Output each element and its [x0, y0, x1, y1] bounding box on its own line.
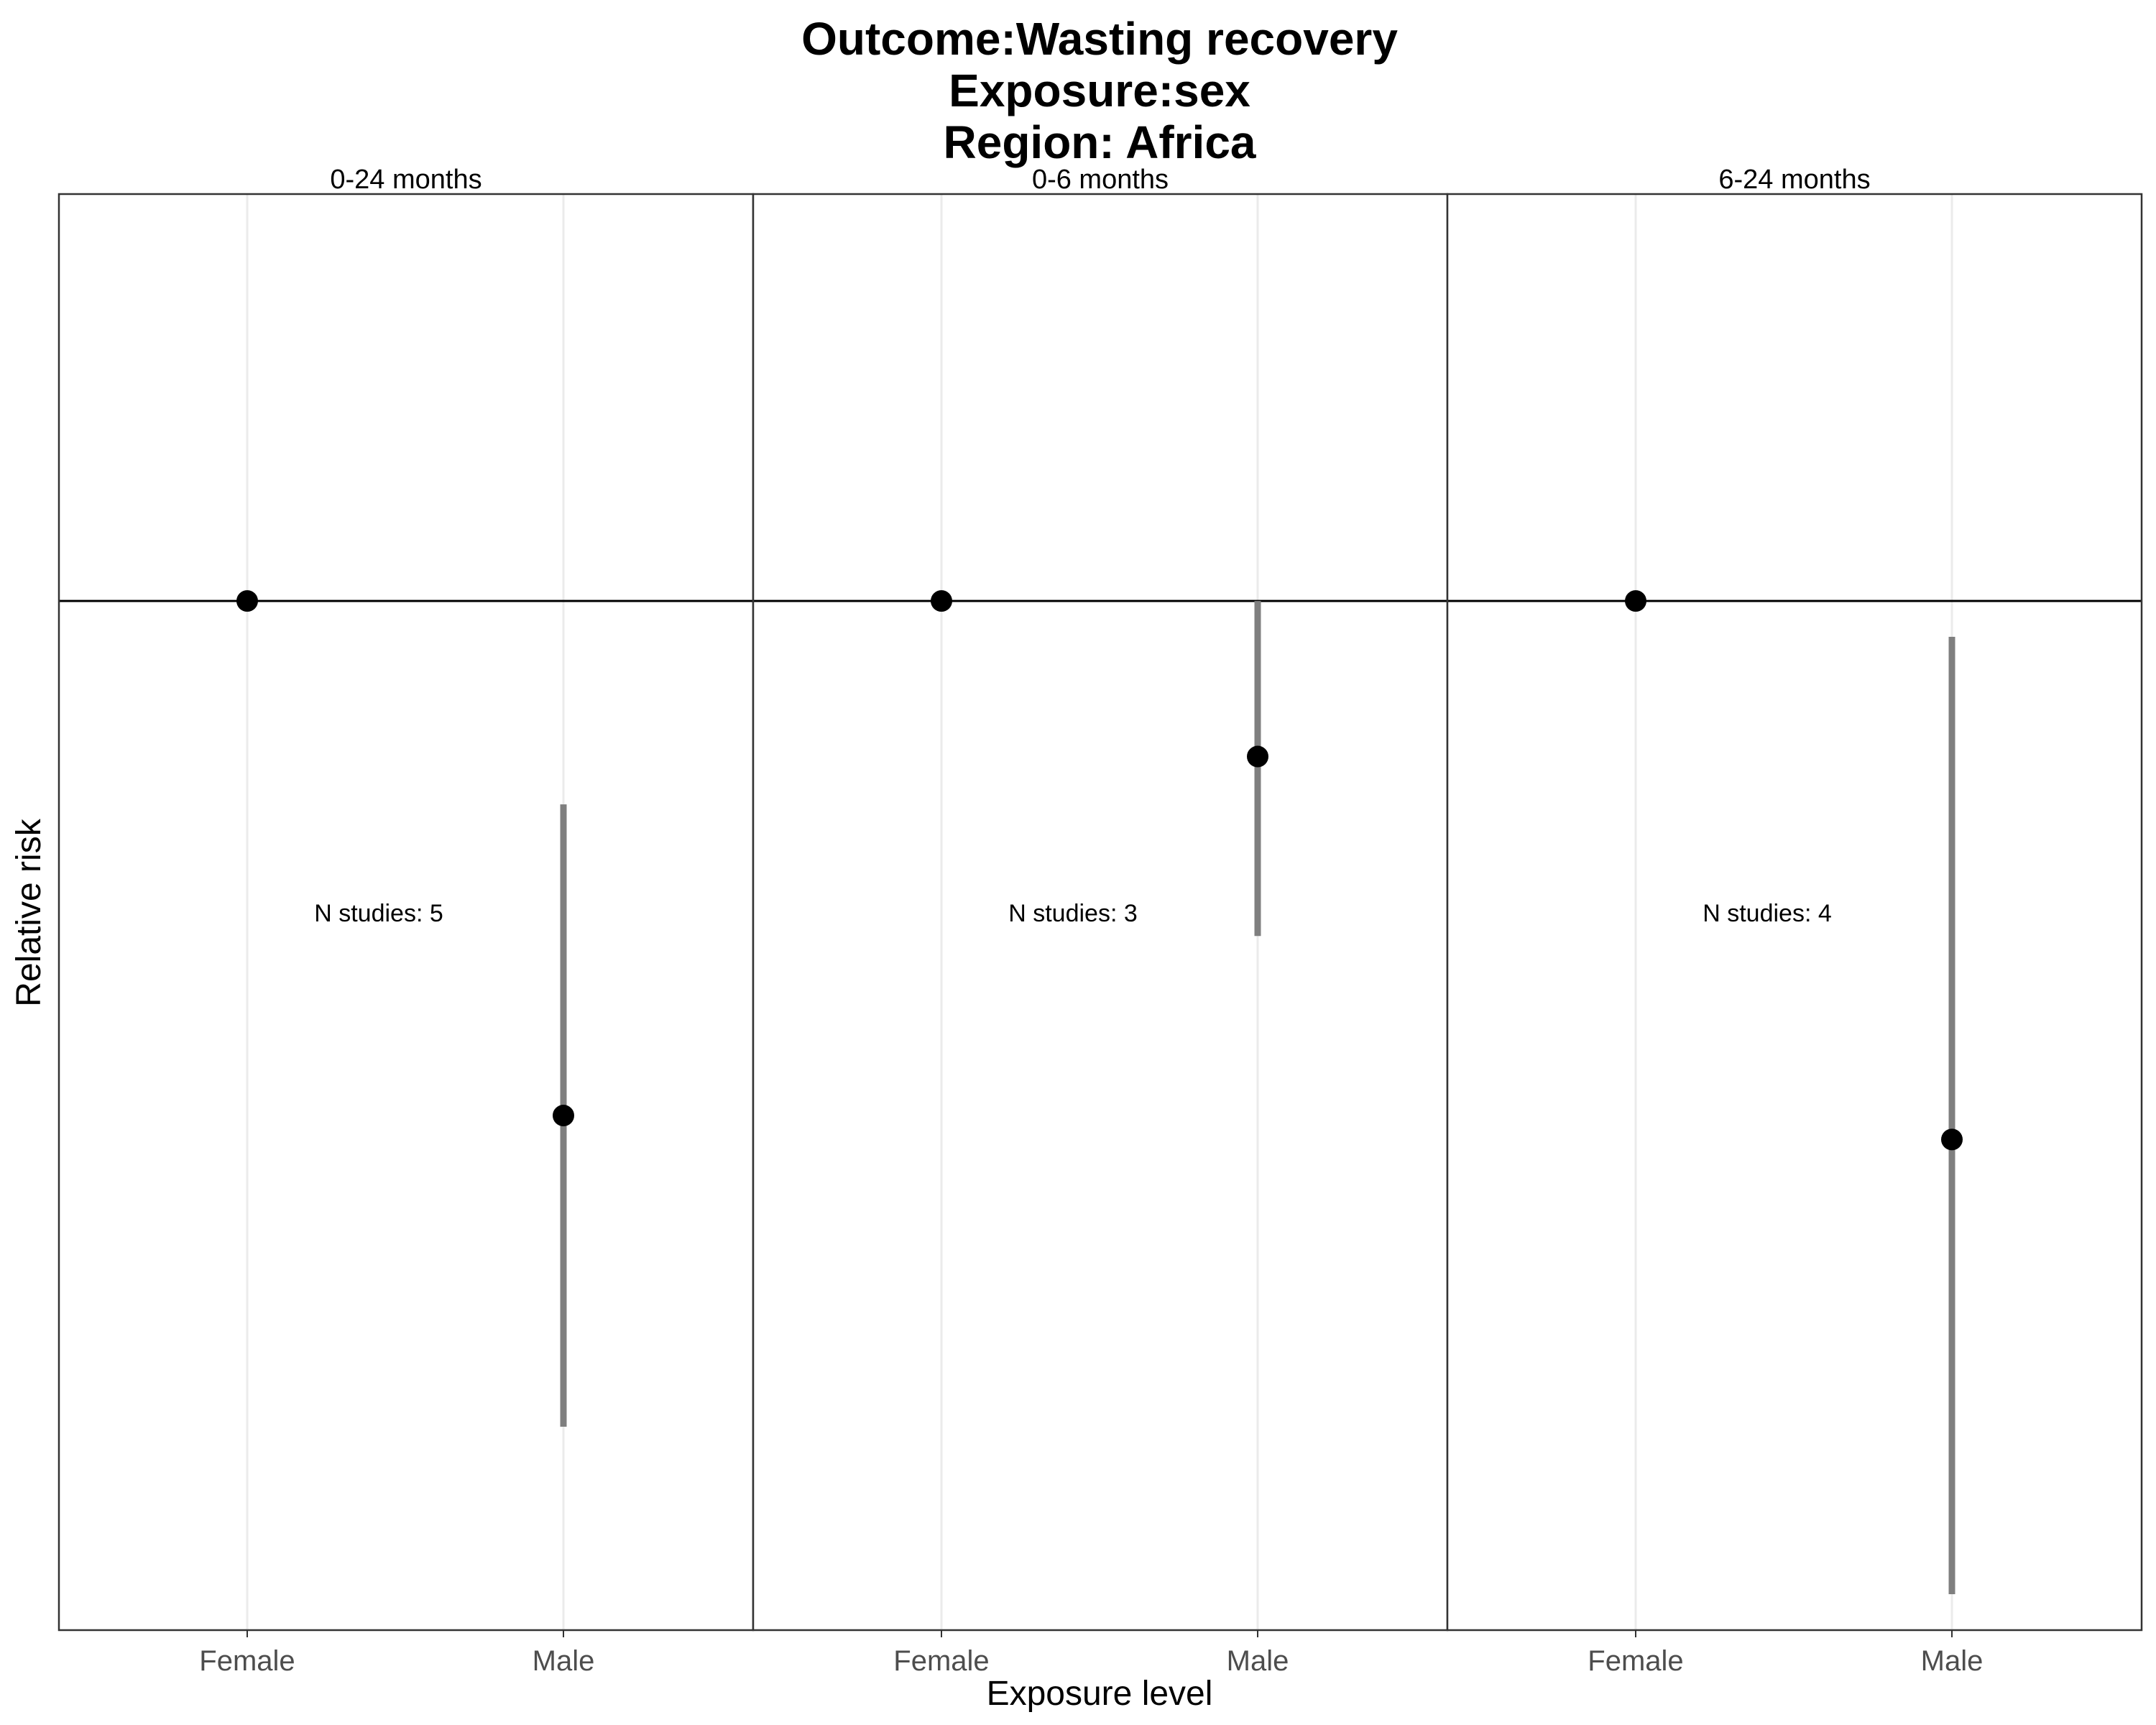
point-male [553, 1105, 574, 1127]
point-female [236, 590, 258, 612]
title-line-1: Outcome:Wasting recovery [801, 13, 1398, 65]
x-tick-label-male: Male [533, 1645, 595, 1677]
chart-title: Outcome:Wasting recoveryExposure:sexRegi… [801, 13, 1398, 168]
x-tick-label-female: Female [893, 1645, 989, 1677]
facet-strip-label: 0-24 months [330, 165, 482, 195]
n-studies-annotation: N studies: 3 [1008, 900, 1138, 927]
point-male [1941, 1128, 1963, 1151]
y-axis-label: Relative risk [10, 818, 48, 1006]
x-tick-label-male: Male [1227, 1645, 1289, 1677]
panel-background [1447, 194, 2142, 1630]
n-studies-annotation: N studies: 4 [1703, 900, 1832, 927]
n-studies-annotation: N studies: 5 [314, 900, 443, 927]
point-female [931, 590, 952, 612]
x-tick-label-female: Female [1588, 1645, 1683, 1677]
x-axis-label: Exposure level [987, 1675, 1213, 1713]
facet-strip-label: 0-6 months [1032, 165, 1169, 195]
panel-3: Female Male N studies: 4 6-24 months [1446, 165, 2143, 1677]
facet-strip-label: 6-24 months [1718, 165, 1870, 195]
panel-background [59, 194, 753, 1630]
title-line-2: Exposure:sex [949, 65, 1250, 116]
title-line-3: Region: Africa [944, 116, 1256, 168]
panel-background [753, 194, 1447, 1630]
panel-border [1446, 193, 2143, 1632]
panel-1: Female Male N studies: 5 0-24 months [57, 165, 755, 1677]
panel-2: Female Male N studies: 3 0-6 months [752, 165, 1449, 1677]
point-female [1625, 590, 1646, 612]
x-tick-label-female: Female [199, 1645, 295, 1677]
point-male [1247, 745, 1268, 768]
x-tick-label-male: Male [1921, 1645, 1984, 1677]
facet-panels: Female Male N studies: 5 0-24 months Female M… [57, 165, 2143, 1677]
